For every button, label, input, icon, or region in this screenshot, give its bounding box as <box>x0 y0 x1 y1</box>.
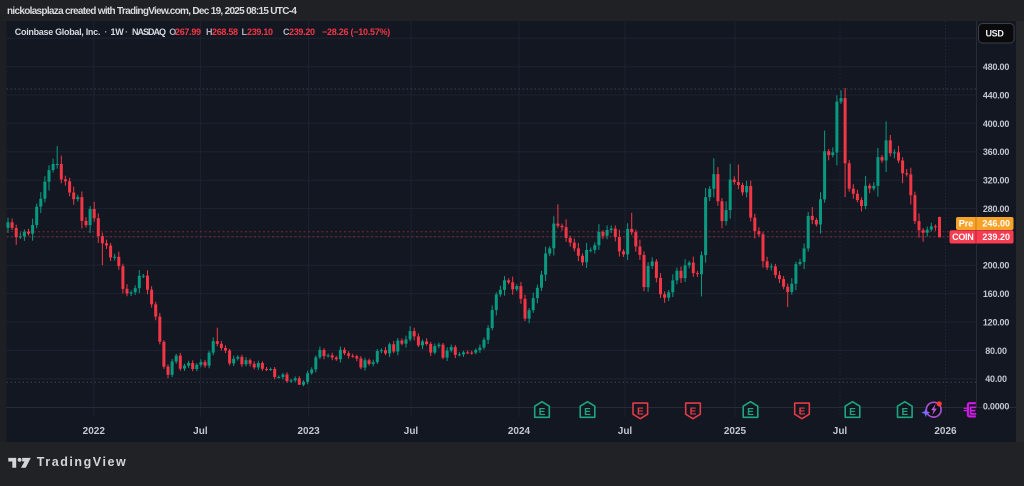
svg-text:2026: 2026 <box>934 426 957 437</box>
svg-text:E: E <box>690 407 697 418</box>
svg-text:E: E <box>747 407 754 418</box>
svg-text:280.00: 280.00 <box>983 204 1010 214</box>
svg-text:Jul: Jul <box>404 426 419 437</box>
svg-text:239.20: 239.20 <box>289 27 315 37</box>
svg-text:80.00: 80.00 <box>985 346 1007 356</box>
svg-text:USD: USD <box>986 29 1005 39</box>
svg-text:2024: 2024 <box>508 426 531 437</box>
svg-text:120.00: 120.00 <box>983 317 1010 327</box>
svg-text:NASDAQ: NASDAQ <box>132 27 166 37</box>
svg-text:246.00: 246.00 <box>982 219 1010 229</box>
svg-text:2022: 2022 <box>83 426 106 437</box>
svg-text:1W: 1W <box>111 27 125 37</box>
svg-text:O: O <box>169 27 176 37</box>
svg-text:·: · <box>125 27 128 37</box>
svg-text:·: · <box>104 27 107 37</box>
svg-text:E: E <box>539 407 546 418</box>
svg-text:nickolasplaza created with Tra: nickolasplaza created with TradingView.c… <box>7 6 297 17</box>
svg-text:267.99: 267.99 <box>175 27 201 37</box>
svg-text:160.00: 160.00 <box>983 289 1010 299</box>
svg-text:Jul: Jul <box>833 426 848 437</box>
svg-text:40.00: 40.00 <box>985 374 1007 384</box>
svg-text:Coinbase Global, Inc.: Coinbase Global, Inc. <box>15 27 100 37</box>
svg-text:0.0000: 0.0000 <box>983 402 1010 412</box>
svg-text:H: H <box>206 27 212 37</box>
svg-text:Jul: Jul <box>618 426 633 437</box>
svg-text:268.58: 268.58 <box>212 27 238 37</box>
svg-text:Jul: Jul <box>193 426 208 437</box>
svg-text:E: E <box>901 407 908 418</box>
svg-text:Pre: Pre <box>959 219 974 229</box>
svg-text:COIN: COIN <box>952 232 973 242</box>
svg-text:200.00: 200.00 <box>983 261 1010 271</box>
svg-text:E: E <box>584 407 591 418</box>
svg-text:440.00: 440.00 <box>983 90 1010 100</box>
svg-text:E: E <box>849 407 856 418</box>
svg-text:E: E <box>799 407 806 418</box>
svg-text:−28.26 (−10.57%): −28.26 (−10.57%) <box>322 27 390 37</box>
svg-text:480.00: 480.00 <box>983 62 1010 72</box>
svg-text:L: L <box>242 27 248 37</box>
svg-text:E: E <box>637 407 644 418</box>
svg-text:239.20: 239.20 <box>982 232 1010 242</box>
svg-text:C: C <box>283 27 290 37</box>
svg-text:400.00: 400.00 <box>983 119 1010 129</box>
svg-text:TradingView: TradingView <box>37 455 127 469</box>
svg-text:2025: 2025 <box>724 426 747 437</box>
svg-text:320.00: 320.00 <box>983 176 1010 186</box>
svg-text:239.10: 239.10 <box>247 27 273 37</box>
svg-text:360.00: 360.00 <box>983 147 1010 157</box>
svg-text:2023: 2023 <box>297 426 320 437</box>
